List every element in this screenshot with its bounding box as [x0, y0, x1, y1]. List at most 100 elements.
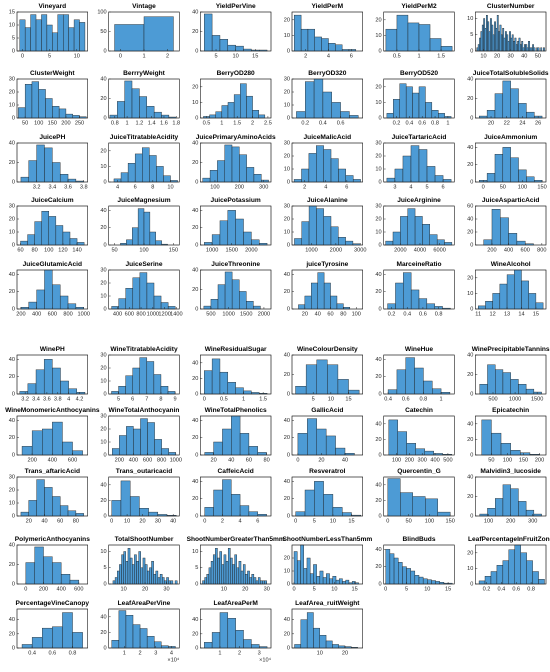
y-tick-label: 40: [9, 542, 15, 548]
panel-title: PercentageVineCanopy: [16, 600, 90, 607]
histogram-bar: [225, 561, 229, 585]
histogram-bar: [478, 305, 486, 310]
panel-title: WineTotalPhenolics: [205, 407, 267, 414]
y-tick-label: 20: [100, 225, 106, 231]
x-tick-label: 1: [126, 120, 129, 126]
histogram-bar: [480, 31, 483, 52]
x-exponent: ×10⁴: [259, 656, 271, 663]
panel-title: WinePH: [40, 346, 65, 353]
histogram-bar: [239, 433, 250, 456]
axes-outline: [16, 11, 88, 52]
x-tick-label: 150: [519, 457, 528, 463]
histogram-bar: [481, 24, 484, 52]
histogram-bar: [153, 374, 162, 395]
axes-outline: [16, 476, 88, 517]
panel-title: Malvidin3_lucoside: [480, 468, 541, 475]
histogram-bar: [259, 243, 268, 246]
y-tick-label: 0: [12, 513, 15, 519]
histogram-bar: [422, 223, 430, 246]
axes-outline: [200, 608, 272, 649]
x-tick-label: 6: [442, 184, 445, 190]
histogram-bar: [477, 44, 480, 52]
x-tick-label: 10: [221, 586, 227, 592]
histogram-bar: [297, 560, 301, 585]
x-tick-label: 3000: [354, 247, 366, 253]
y-tick-label: 0: [12, 242, 15, 248]
histogram-bar: [528, 41, 530, 52]
x-tick-label: 40: [41, 518, 47, 524]
histogram-bar: [208, 567, 212, 585]
histogram-bar: [406, 568, 411, 585]
y-tick-label: 20: [284, 496, 290, 502]
panel-title: JuicePotassium: [211, 197, 261, 204]
x-tick-label: 400: [129, 457, 138, 463]
histogram-bar: [294, 14, 302, 52]
panel-title: Epicatechin: [492, 407, 529, 414]
y-tick-label: 0: [287, 645, 290, 651]
y-tick-label: 10: [375, 229, 381, 235]
panel-title: MarceineRatio: [396, 261, 441, 268]
y-tick-label: 10: [284, 568, 290, 574]
histogram-bar: [510, 450, 521, 456]
histogram-bar: [323, 216, 332, 246]
histogram-bar: [20, 511, 29, 517]
histogram-bar: [510, 88, 519, 119]
x-tick-label: 800: [537, 247, 546, 253]
y-tick-label: 0: [379, 48, 382, 54]
histogram-bar: [426, 303, 435, 310]
histogram-bar: [326, 573, 330, 585]
x-tick-label: 1.4: [148, 120, 156, 126]
histogram-bar: [518, 37, 521, 52]
histogram-bar: [204, 13, 213, 52]
y-tick-label: 20: [100, 365, 106, 371]
histogram-bar: [34, 221, 42, 246]
x-tick-label: 20: [488, 120, 494, 126]
y-tick-label: 0: [287, 115, 290, 121]
panel-title: JuiceThreonine: [211, 261, 260, 268]
y-tick-label: 10: [100, 293, 106, 299]
y-tick-label: 20: [100, 280, 106, 286]
histogram-bar: [400, 492, 413, 517]
axes-outline: [291, 78, 363, 119]
histogram-bar: [488, 31, 491, 52]
x-tick-label: 200: [506, 518, 515, 524]
histogram-bar: [338, 645, 346, 649]
histogram-panel: JuicePotassium 1000 1500 2000 0 20 40: [192, 197, 272, 253]
x-tick-label: 60: [246, 457, 252, 463]
y-tick-label: 40: [9, 272, 15, 278]
histogram-bar: [502, 372, 511, 395]
histogram-panel: Malvidin3_lucoside 100 200 300 0 20 40: [467, 468, 547, 524]
x-tick-label: 2.5: [264, 120, 272, 126]
histogram-panel: BlindBuds 0 5 10 15 0 20 40: [375, 536, 455, 592]
panel-title: YieldPerM: [312, 3, 344, 10]
y-tick-label: 20: [467, 96, 473, 102]
x-tick-label: 30: [155, 518, 161, 524]
x-tick-label: 1: [218, 650, 221, 656]
histogram-bar: [351, 581, 356, 585]
axes-outline: [383, 78, 455, 119]
x-tick-label: 1400: [170, 311, 182, 317]
histogram-bar: [242, 564, 246, 585]
histogram-bar: [67, 178, 77, 183]
panel-title: WineAlcohol: [491, 261, 531, 268]
x-tick-label: 1.5: [259, 396, 267, 402]
histogram-bar: [499, 24, 502, 52]
y-tick-label: 0: [195, 645, 198, 651]
histogram-bar: [327, 364, 339, 395]
histogram-bar: [300, 28, 309, 52]
x-tick-label: 10: [233, 53, 239, 59]
y-tick-label: 0: [195, 452, 198, 458]
histogram-bar: [132, 564, 135, 585]
histogram-panel: PolymericAnthocyanins 0 200 400 600 0 20 40: [9, 536, 90, 593]
panel-title: BerryOD320: [308, 70, 346, 77]
axes-outline: [291, 544, 363, 585]
x-tick-label: 300: [418, 457, 427, 463]
panel-title: WineTotalAnthocyanin: [109, 407, 180, 414]
y-tick-label: 20: [284, 17, 290, 23]
y-tick-label: 10: [284, 166, 290, 172]
histogram-bar: [325, 640, 333, 649]
y-tick-label: 20: [192, 435, 198, 441]
y-tick-label: 40: [467, 352, 473, 358]
histogram-bar: [52, 626, 63, 649]
y-tick-label: 5: [195, 565, 198, 571]
